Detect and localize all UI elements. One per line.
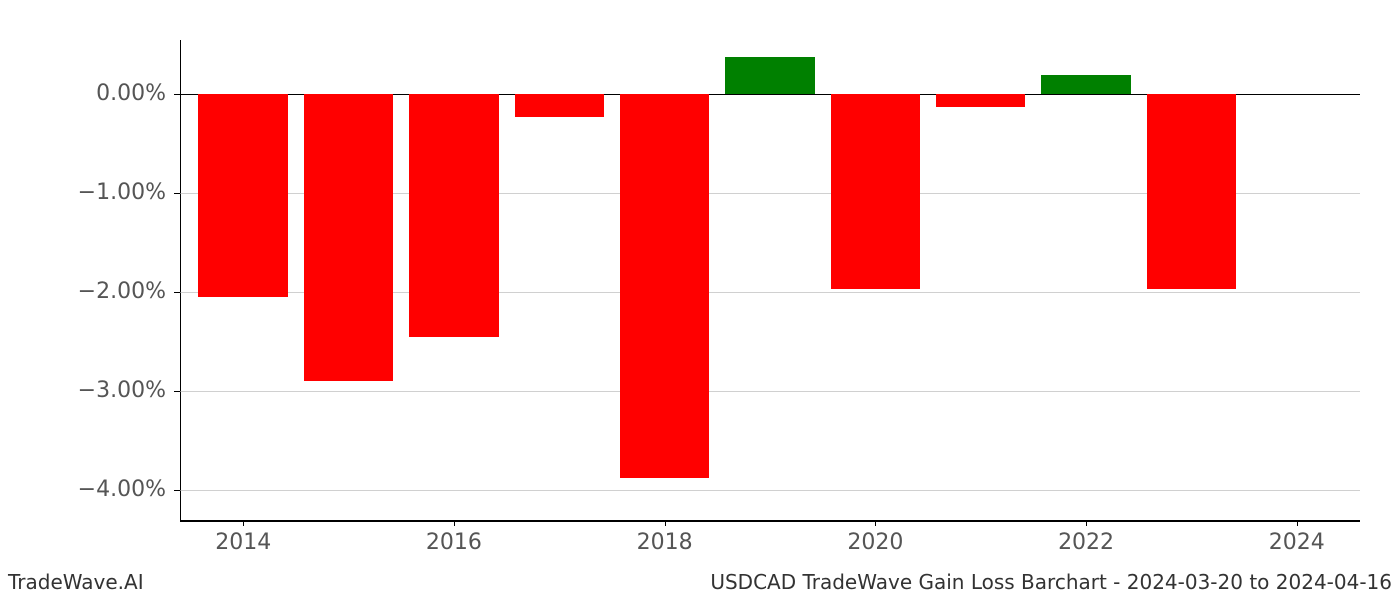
x-tick bbox=[875, 520, 876, 526]
x-tick bbox=[665, 520, 666, 526]
y-tick bbox=[174, 292, 180, 293]
x-tick bbox=[454, 520, 455, 526]
bar bbox=[936, 94, 1026, 107]
x-tick-label: 2022 bbox=[1058, 530, 1114, 555]
x-tick-label: 2016 bbox=[426, 530, 482, 555]
bar bbox=[725, 57, 815, 95]
y-tick-label: −1.00% bbox=[0, 180, 166, 205]
chart-canvas: TradeWave.AI USDCAD TradeWave Gain Loss … bbox=[0, 0, 1400, 600]
bar bbox=[409, 94, 499, 336]
y-tick-label: −4.00% bbox=[0, 477, 166, 502]
x-tick bbox=[243, 520, 244, 526]
y-tick-label: −3.00% bbox=[0, 378, 166, 403]
bar bbox=[515, 94, 605, 117]
bar bbox=[1147, 94, 1237, 289]
bar bbox=[620, 94, 710, 478]
bar bbox=[831, 94, 921, 289]
grid-line bbox=[180, 391, 1360, 392]
x-tick-label: 2020 bbox=[847, 530, 903, 555]
bar bbox=[304, 94, 394, 381]
y-tick-label: 0.00% bbox=[0, 81, 166, 106]
footer-left: TradeWave.AI bbox=[8, 570, 144, 594]
grid-line bbox=[180, 490, 1360, 491]
x-tick-label: 2014 bbox=[215, 530, 271, 555]
y-tick bbox=[174, 490, 180, 491]
x-tick-label: 2024 bbox=[1269, 530, 1325, 555]
bar bbox=[198, 94, 288, 297]
y-tick bbox=[174, 193, 180, 194]
x-tick-label: 2018 bbox=[637, 530, 693, 555]
bar bbox=[1041, 75, 1131, 95]
x-axis-spine bbox=[180, 520, 1360, 522]
y-tick-label: −2.00% bbox=[0, 279, 166, 304]
y-tick bbox=[174, 391, 180, 392]
x-tick bbox=[1086, 520, 1087, 526]
x-tick bbox=[1297, 520, 1298, 526]
footer-right: USDCAD TradeWave Gain Loss Barchart - 20… bbox=[710, 570, 1392, 594]
